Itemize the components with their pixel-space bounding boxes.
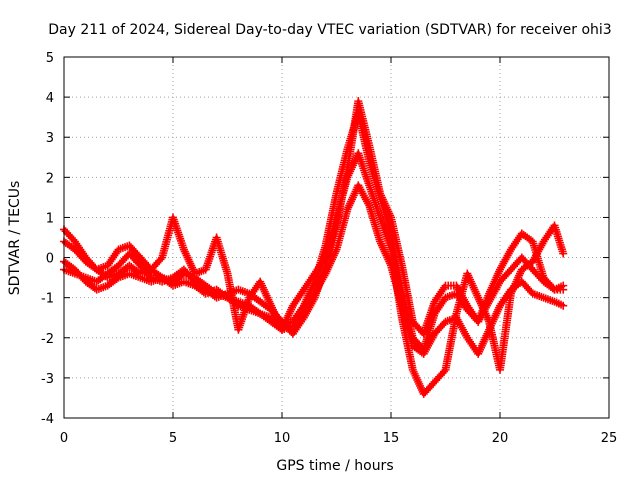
y-tick-label: 2 [46,171,54,186]
data-points [60,97,568,398]
x-tick-label: 15 [383,431,400,446]
x-axis-label: GPS time / hours [276,458,393,474]
x-tick-label: 5 [169,431,177,446]
y-tick-label: -1 [41,292,54,307]
x-tick-label: 10 [274,431,291,446]
x-tick-label: 0 [60,431,68,446]
y-tick-label: 0 [46,252,54,267]
y-tick-label: -2 [41,332,54,347]
y-axis-label: SDTVAR / TECUs [7,181,23,296]
y-tick-label: 3 [46,131,54,146]
series-track-3 [60,97,568,338]
y-tick-label: 1 [46,211,54,226]
data-point [559,249,568,258]
data-point [559,301,568,310]
x-tick-label: 25 [601,431,618,446]
x-tick-label: 20 [492,431,509,446]
y-tick-label: -4 [41,412,54,427]
data-point [559,281,568,290]
y-tick-label: -3 [41,372,54,387]
y-tick-label: 5 [46,51,54,66]
plot-frame [63,56,610,419]
chart-title: Day 211 of 2024, Sidereal Day-to-day VTE… [48,22,611,38]
y-tick-label: 4 [46,91,54,106]
